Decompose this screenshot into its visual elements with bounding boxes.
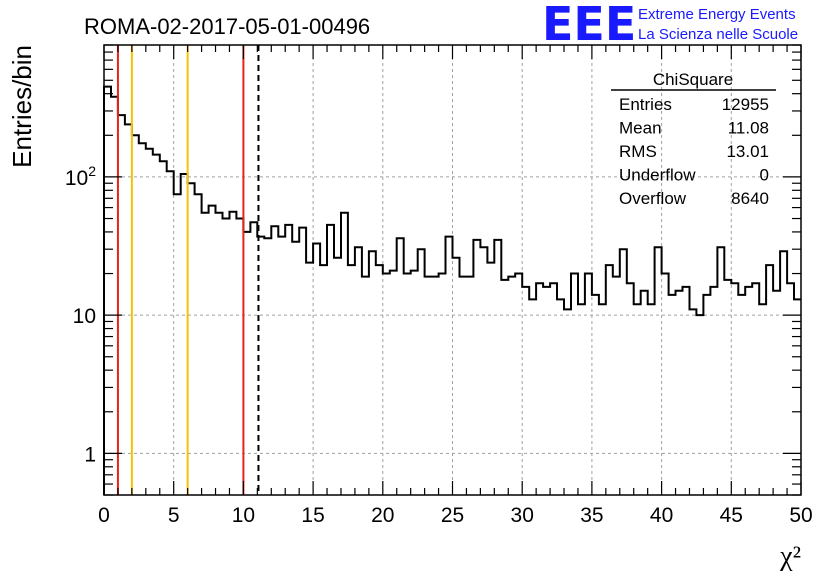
x-tick-label: 40 [650,504,673,527]
stats-label: Overflow [619,189,687,208]
stats-box: ChiSquare Entries 12955 Mean 11.08 RMS 13.01 U… [611,70,776,208]
stats-label: Mean [619,119,662,138]
y-tick-exponent: 2 [88,163,96,179]
y-tick-label-100: 102 [65,163,96,190]
logo-line-1: Extreme Energy Events [638,6,796,23]
y-tick-label-10: 10 [73,305,96,328]
eee-logo-letters: EEE [542,0,636,51]
run-title: ROMA-02-2017-05-01-00496 [84,14,370,39]
y-tick-labels: 1 10 102 [65,163,96,466]
stats-label: RMS [619,142,657,161]
x-tick-label: 10 [232,504,255,527]
axis-ticks [103,44,802,496]
x-tick-label: 15 [301,504,324,527]
x-tick-label: 20 [371,504,394,527]
stats-label: Entries [619,95,672,114]
y-tick-label-1: 1 [84,443,96,466]
y-axis-label: Entries/bin [7,45,37,168]
x-axis-label: χ² [779,541,801,572]
stats-title: ChiSquare [653,70,733,89]
x-tick-label: 30 [511,504,534,527]
x-tick-label: 25 [441,504,464,527]
histogram-steps [103,85,801,495]
stats-value: 0 [760,166,769,185]
x-tick-labels: 0 5 10 15 20 25 30 35 40 45 50 [98,504,813,527]
grid-lines [104,45,801,495]
x-tick-label: 45 [720,504,743,527]
stats-value: 11.08 [728,119,769,138]
stats-value: 13.01 [726,142,769,161]
stats-value: 12955 [722,95,769,114]
x-tick-label: 50 [789,504,812,527]
x-tick-label: 0 [98,504,110,527]
logo-line-2: La Scienza nelle Scuole [638,26,798,43]
x-tick-label: 35 [580,504,603,527]
marker-lines [116,45,260,495]
stats-label: Underflow [619,166,696,185]
stats-value: 8640 [731,189,769,208]
x-tick-label: 5 [168,504,180,527]
